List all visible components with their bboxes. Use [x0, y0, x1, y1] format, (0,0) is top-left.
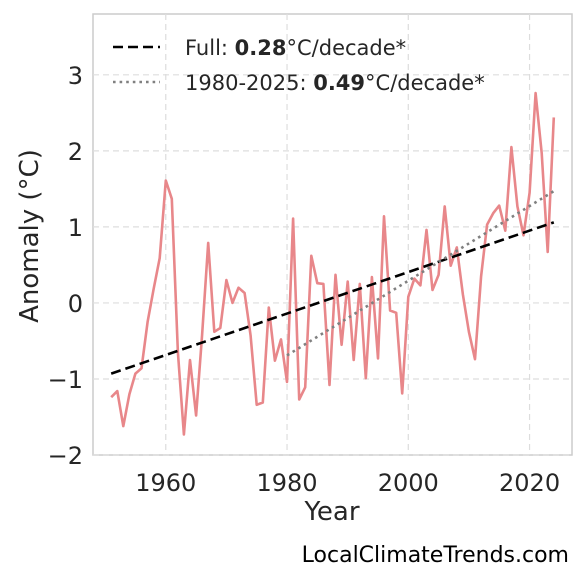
legend-label-recent-trend: 1980-2025: 0.49°C/decade* [185, 71, 485, 95]
y-axis-title: Anomaly (°C) [15, 149, 45, 323]
y-tick-label: 2 [68, 138, 83, 166]
x-tick-label: 1980 [256, 469, 317, 497]
x-tick-label: 2000 [378, 469, 439, 497]
gridlines [93, 14, 572, 456]
x-axis-title: Year [303, 497, 359, 527]
site-credit: LocalClimateTrends.com [301, 543, 569, 568]
legend: Full: 0.28°C/decade* 1980-2025: 0.49°C/d… [113, 36, 485, 95]
y-tick-label: 0 [68, 290, 83, 318]
y-tick-label: −2 [48, 442, 83, 470]
data-lines [110, 91, 556, 436]
x-tick-label: 1960 [135, 469, 196, 497]
legend-label-full-trend: Full: 0.28°C/decade* [185, 36, 406, 60]
y-tick-label: 1 [68, 214, 83, 242]
anomaly-series-line [110, 91, 556, 436]
x-tick-label: 2020 [499, 469, 560, 497]
full-trend-line [110, 221, 555, 375]
y-tick-label: −1 [48, 366, 83, 394]
tick-labels: 1960 1980 2000 2020 −2 −1 0 1 2 3 [48, 62, 560, 497]
y-tick-label: 3 [68, 62, 83, 90]
